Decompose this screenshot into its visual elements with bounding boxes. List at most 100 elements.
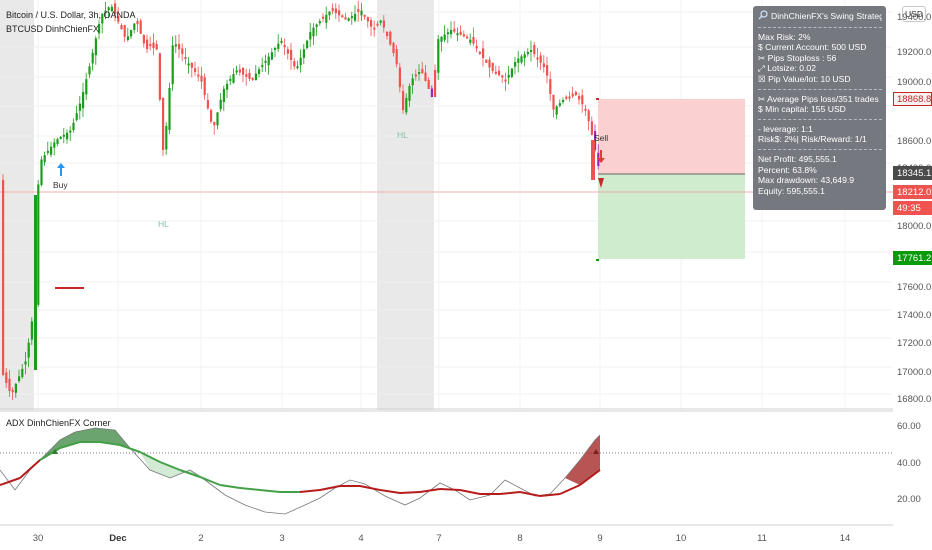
price-scale-label: 17600.0: [897, 282, 932, 293]
candle-body: [552, 94, 555, 110]
panel-row: $ Min capital: 155 USD: [758, 104, 846, 115]
candle-body: [382, 20, 385, 28]
candle-body: [405, 98, 408, 113]
candle-body: [155, 43, 158, 50]
candle-body: [341, 15, 344, 18]
price-tag: 18868.8: [893, 92, 932, 106]
candle-body: [504, 79, 507, 82]
candle-body: [494, 71, 497, 74]
hl-label: HL: [397, 130, 408, 140]
candle-body: [379, 20, 382, 23]
adx-line-segment: [559, 484, 581, 495]
candle-body: [117, 15, 120, 22]
candle-body: [414, 74, 417, 77]
symbol-legend[interactable]: Bitcoin / U.S. Dollar, 3h, OANDA: [6, 10, 136, 20]
candle-body: [322, 16, 325, 19]
adx-line-segment: [359, 485, 381, 491]
oscillator-scale-label: 20.00: [897, 494, 921, 505]
candle-body: [510, 68, 513, 77]
candle-body: [466, 36, 469, 39]
candle-body: [53, 142, 56, 148]
sell-label: Sell: [594, 133, 608, 143]
candle-body: [43, 155, 46, 163]
candle-body: [21, 368, 24, 377]
panel-row: ✂ Average Pips loss/351 trades : 31: [758, 93, 882, 104]
candle-body: [328, 11, 331, 16]
main-price-chart[interactable]: Buy Sell HL HL: [0, 0, 893, 410]
price-scale-label: 17400.0: [897, 310, 932, 321]
candle-body: [197, 74, 200, 77]
sell-arrow-icon: [597, 150, 605, 163]
candle-body: [162, 97, 165, 150]
currency-button[interactable]: USD: [902, 6, 926, 22]
panel-section-results: Net Profit: 495,555.1 Percent: 63.8% Max d…: [758, 154, 882, 196]
candle-body: [254, 73, 257, 81]
time-axis-label: 30: [32, 533, 44, 544]
time-axis-label: Dec: [109, 533, 127, 544]
candle-body: [78, 103, 81, 111]
candle-body: [251, 77, 254, 80]
candle-body: [274, 48, 277, 50]
panel-row: Max drawdown: 43,649.9: [758, 175, 855, 186]
candle-body: [190, 62, 193, 68]
time-axis-label: 10: [675, 533, 687, 544]
candle-body: [171, 45, 174, 85]
candle-body: [98, 24, 101, 34]
candle-body: [152, 42, 155, 49]
time-axis-label: 11: [757, 533, 767, 544]
buy-arrow-icon: [57, 163, 65, 176]
candle-body: [24, 361, 27, 365]
panel-row: ⤢ Lotsize: 0.02: [758, 63, 816, 74]
candle-body: [418, 72, 421, 74]
indicator-legend[interactable]: BTCUSD DinhChienFX: [6, 24, 100, 34]
candle-body: [130, 30, 133, 37]
price-scale-label: 19400.0: [897, 12, 932, 23]
candle-body: [242, 67, 245, 75]
candle-body: [427, 79, 430, 89]
adx-fill-down: [565, 435, 600, 485]
candle-body: [139, 20, 142, 34]
candle-body: [136, 20, 139, 25]
candle-body: [488, 59, 491, 68]
candle-body: [56, 139, 59, 144]
candle-body: [590, 121, 593, 135]
candle-body: [389, 31, 392, 45]
candle-body: [472, 37, 475, 44]
candle-body: [376, 23, 379, 26]
candle-body: [210, 110, 213, 122]
adx-up-marker-icon: [52, 449, 58, 454]
candle-body: [187, 63, 190, 66]
candle-body: [558, 103, 561, 106]
candle-body: [549, 79, 552, 94]
candle-body: [520, 56, 523, 63]
candle-body: [72, 122, 75, 131]
adx-line-segment: [259, 489, 281, 493]
candle-body: [312, 27, 315, 37]
sell-marker-icon: [598, 178, 604, 188]
candle-body: [280, 40, 283, 43]
candle-body: [94, 38, 97, 56]
candle-body: [584, 108, 587, 111]
candle-body: [395, 49, 398, 65]
price-tag: 17761.2: [893, 251, 932, 265]
candle-body: [75, 113, 78, 121]
candle-body: [309, 32, 312, 40]
adx-line-segment: [0, 477, 21, 486]
candle-body: [62, 134, 65, 137]
hl-label: HL: [158, 219, 169, 229]
candle-body: [591, 140, 595, 180]
adx-line-segment: [199, 476, 221, 486]
oscillator-scale-label: 60.00: [897, 421, 921, 432]
candle-body: [450, 30, 453, 35]
price-scale-label: 17200.0: [897, 338, 932, 349]
candle-body: [37, 184, 40, 305]
candle-body: [373, 27, 376, 30]
candle-body: [302, 49, 305, 59]
candle-body: [581, 95, 584, 105]
oscillator-legend[interactable]: ADX DinhChienFX Corner: [6, 418, 111, 428]
panel-divider: [758, 118, 882, 120]
candle-body: [114, 3, 117, 15]
candle-body: [8, 378, 11, 391]
price-scale-label: 18600.0: [897, 136, 932, 147]
stop-marker: [596, 98, 599, 100]
